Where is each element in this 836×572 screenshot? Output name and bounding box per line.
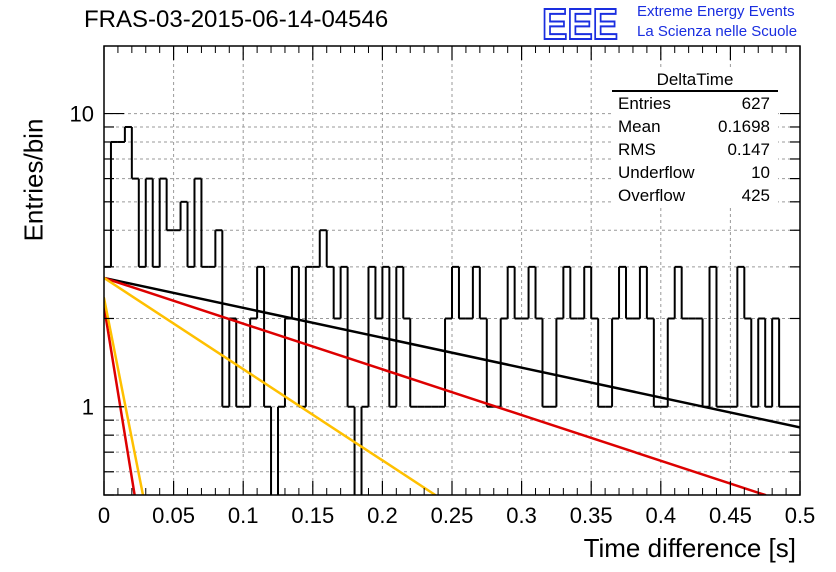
stats-value: 10 xyxy=(751,163,770,182)
stats-value: 0.147 xyxy=(727,140,770,159)
x-tick-label: 0.2 xyxy=(367,503,398,528)
stats-row-entries: Entries 627 xyxy=(612,92,778,115)
logo-line-1: Extreme Energy Events xyxy=(637,3,795,20)
logo-letters: EEE xyxy=(542,2,618,42)
x-tick-label: 0.45 xyxy=(709,503,752,528)
stats-label: RMS xyxy=(618,140,656,159)
fit-curve xyxy=(104,276,800,429)
axis-ticks: 0 0.05 0.1 0.15 0.2 0.25 0.3 0.35 0.4 0.45 0.5 1 10 xyxy=(70,46,816,528)
x-tick-label: 0.5 xyxy=(785,503,816,528)
fit-curve xyxy=(104,276,767,495)
logo-line-2: La Scienza nelle Scuole xyxy=(637,23,798,40)
stats-label: Mean xyxy=(618,117,661,136)
fit-curve xyxy=(104,296,145,495)
x-tick-label: 0.3 xyxy=(506,503,537,528)
stats-row-mean: Mean 0.1698 xyxy=(612,115,778,138)
stats-title: DeltaTime xyxy=(612,70,778,92)
x-tick-label: 0.1 xyxy=(228,503,259,528)
stats-row-overflow: Overflow 425 xyxy=(612,184,778,207)
stats-label: Underflow xyxy=(618,163,695,182)
stats-value: 627 xyxy=(741,94,770,113)
x-axis-label: Time difference [s] xyxy=(583,533,796,563)
stats-value: 425 xyxy=(741,186,770,205)
x-tick-label: 0.25 xyxy=(431,503,474,528)
fit-curves xyxy=(104,276,800,495)
x-tick-label: 0.35 xyxy=(570,503,613,528)
x-tick-label: 0 xyxy=(98,503,110,528)
y-tick-label: 10 xyxy=(70,102,94,127)
y-axis-label: Entries/bin xyxy=(18,118,49,242)
x-tick-label: 0.05 xyxy=(152,503,195,528)
chart-title: FRAS-03-2015-06-14-04546 xyxy=(84,6,389,33)
stats-label: Entries xyxy=(618,94,671,113)
stats-row-rms: RMS 0.147 xyxy=(612,138,778,161)
fit-curve xyxy=(104,305,136,495)
logo-text: Extreme Energy Events La Scienza nelle S… xyxy=(637,2,797,42)
x-tick-label: 0.4 xyxy=(646,503,677,528)
stats-value: 0.1698 xyxy=(718,117,770,136)
histogram-bars xyxy=(104,125,800,495)
stats-box: DeltaTime Entries 627 Mean 0.1698 RMS 0.… xyxy=(612,70,778,207)
x-tick-label: 0.15 xyxy=(291,503,334,528)
fit-curve xyxy=(104,276,437,495)
stats-row-underflow: Underflow 10 xyxy=(612,161,778,184)
eee-logo: EEE xyxy=(541,2,619,42)
stats-label: Overflow xyxy=(618,186,686,205)
y-tick-label: 1 xyxy=(82,395,94,420)
